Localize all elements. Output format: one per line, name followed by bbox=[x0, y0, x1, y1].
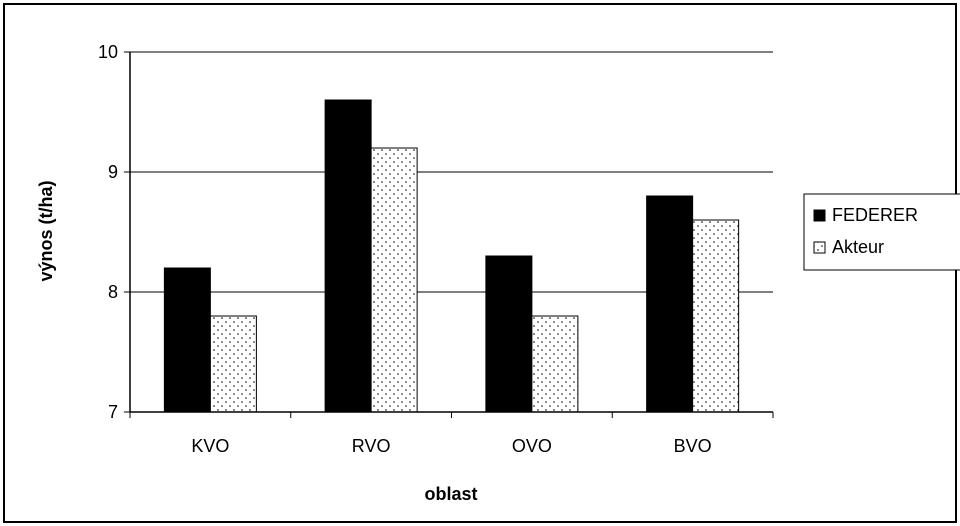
y-tick-label: 10 bbox=[98, 42, 118, 62]
chart-frame bbox=[3, 3, 957, 523]
y-tick-label: 7 bbox=[108, 402, 118, 422]
x-axis-label: oblast bbox=[424, 484, 477, 504]
y-tick-label: 8 bbox=[108, 282, 118, 302]
bars bbox=[163, 99, 740, 413]
legend-label-akteur: Akteur bbox=[832, 237, 884, 257]
axes bbox=[124, 51, 774, 418]
y-axis-label: výnos (t/ha) bbox=[36, 180, 56, 281]
legend-swatch-federer bbox=[813, 209, 826, 222]
x-tick-label: OVO bbox=[512, 436, 552, 456]
legend-label-federer: FEDERER bbox=[832, 205, 918, 225]
legend-box bbox=[803, 193, 960, 271]
bar-akteur-ovo bbox=[531, 315, 579, 413]
tick-labels: 7 8 9 10 KVO RVO OVO BVO bbox=[98, 42, 712, 456]
bar-federer-ovo bbox=[485, 255, 533, 413]
bar-akteur-kvo bbox=[209, 315, 257, 413]
legend-swatch-akteur bbox=[813, 241, 826, 254]
x-tick-label: RVO bbox=[352, 436, 391, 456]
bar-federer-bvo bbox=[646, 195, 694, 413]
x-tick-label: BVO bbox=[674, 436, 712, 456]
legend: FEDERER Akteur bbox=[803, 193, 960, 271]
bar-akteur-bvo bbox=[692, 219, 740, 413]
bar-federer-rvo bbox=[324, 99, 372, 413]
x-tick-label: KVO bbox=[191, 436, 229, 456]
bar-federer-kvo bbox=[163, 267, 211, 413]
bar-akteur-rvo bbox=[370, 147, 418, 413]
y-tick-label: 9 bbox=[108, 162, 118, 182]
